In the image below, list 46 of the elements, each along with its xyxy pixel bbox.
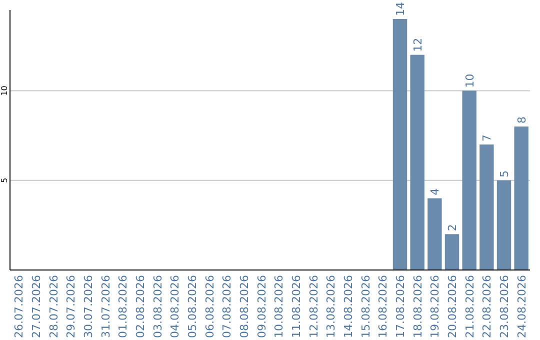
x-tick-label: 08.08.2026	[238, 275, 251, 338]
x-tick-label: 29.07.2026	[64, 275, 78, 338]
data-label: 10	[463, 74, 476, 88]
x-tick-label: 19.08.2026	[428, 275, 442, 338]
bar	[480, 144, 494, 270]
data-label: 5	[498, 170, 511, 178]
data-label: 7	[480, 134, 494, 142]
x-tick-label: 14.08.2026	[342, 275, 355, 338]
x-tick-label: 11.08.2026	[290, 275, 303, 338]
x-tick-label: 22.08.2026	[480, 275, 494, 338]
data-label: 14	[394, 2, 407, 16]
x-tick-label: 20.08.2026	[446, 275, 459, 338]
x-tick-label: 03.08.2026	[151, 275, 164, 338]
x-tick-label: 13.08.2026	[324, 275, 338, 338]
x-tick-label: 24.08.2026	[515, 275, 528, 338]
x-tick-label: 31.07.2026	[99, 275, 112, 338]
x-tick-label: 16.08.2026	[376, 275, 390, 338]
x-tick-label: 05.08.2026	[186, 275, 199, 338]
x-tick-label: 27.07.2026	[30, 275, 43, 338]
bar	[462, 90, 476, 270]
x-tick-label: 30.07.2026	[82, 275, 95, 338]
x-tick-label: 01.08.2026	[116, 275, 130, 338]
x-tick-label: 15.08.2026	[359, 275, 372, 338]
bar	[514, 126, 528, 270]
data-label: 2	[446, 224, 459, 232]
x-tick-label: 21.08.2026	[463, 275, 476, 338]
x-tick-label: 26.07.2026	[12, 275, 26, 338]
x-tick-label: 02.08.2026	[134, 275, 147, 338]
x-tick-label: 23.08.2026	[498, 275, 511, 338]
bar	[392, 18, 408, 270]
data-label: 8	[515, 116, 528, 124]
x-tick-label: 12.08.2026	[307, 275, 320, 338]
bar	[496, 180, 512, 270]
x-tick-label: 09.08.2026	[255, 275, 268, 338]
x-tick-label: 07.08.2026	[220, 275, 234, 338]
bar	[428, 198, 442, 270]
x-tick-label: 10.08.2026	[272, 275, 286, 338]
data-label: 4	[428, 188, 442, 196]
x-tick-label: 18.08.2026	[411, 275, 424, 338]
x-tick-label: 17.08.2026	[394, 275, 407, 338]
data-label: 12	[411, 38, 424, 52]
bar	[444, 234, 460, 270]
bar	[410, 54, 424, 270]
x-tick-label: 28.07.2026	[47, 275, 60, 338]
x-tick-label: 06.08.2026	[203, 275, 216, 338]
x-tick-label: 04.08.2026	[168, 275, 182, 338]
